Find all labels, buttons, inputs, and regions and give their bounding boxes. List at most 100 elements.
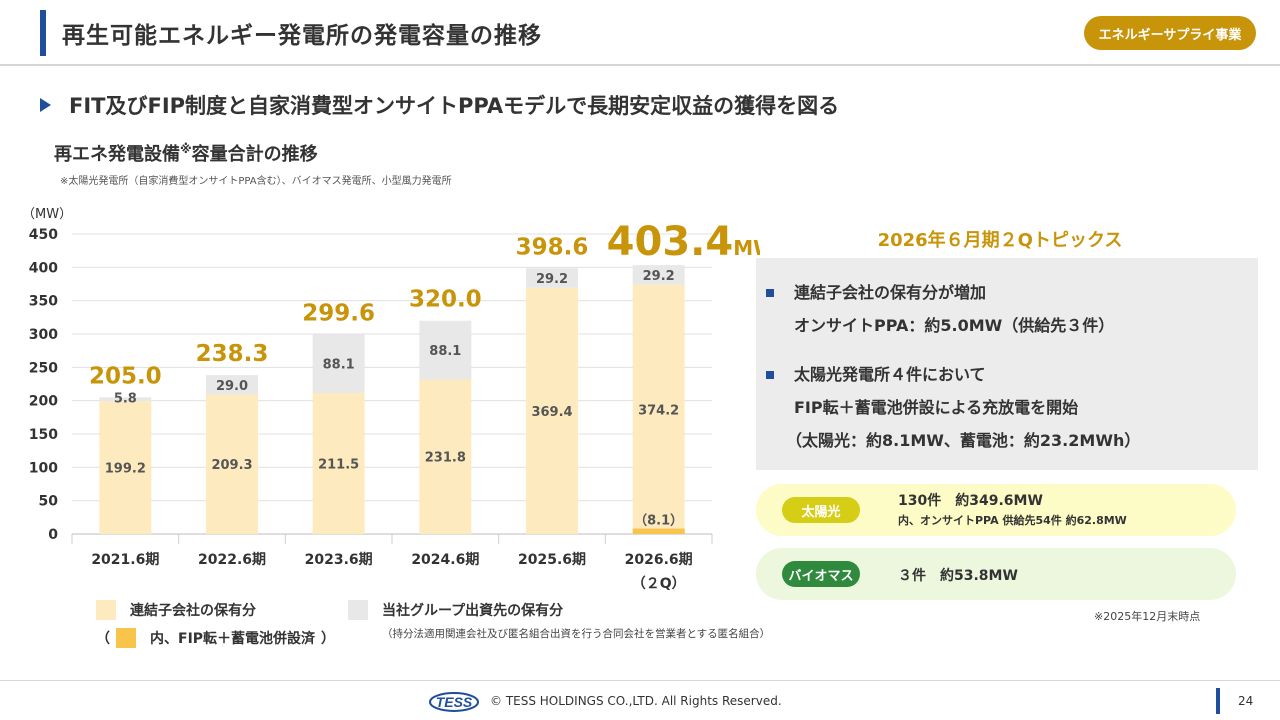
legend-paren-open: （ bbox=[96, 631, 110, 647]
value-label-consolidated: 369.4 bbox=[531, 405, 572, 420]
chart-title: 再エネ発電設備※容量合計の推移 bbox=[54, 140, 318, 166]
value-label-consolidated: 211.5 bbox=[318, 458, 359, 473]
chart-title-main: 再エネ発電設備 bbox=[54, 144, 180, 165]
bar-investee bbox=[632, 265, 685, 285]
total-value: 403.4 bbox=[607, 219, 734, 265]
logo-text: TESS bbox=[436, 694, 473, 710]
legend-paren-close: ） bbox=[321, 631, 336, 647]
bar-consolidated bbox=[312, 393, 365, 534]
y-tick-label: 200 bbox=[29, 394, 58, 410]
topic-2-line2: FIP転＋蓄電池併設による充放電を開始 bbox=[794, 398, 1079, 417]
value-label-consolidated: 199.2 bbox=[105, 462, 146, 477]
chart-title-sup: ※ bbox=[180, 142, 192, 156]
y-tick-label: 150 bbox=[29, 427, 58, 443]
square-bullet-icon bbox=[766, 289, 774, 297]
chart-note: ※太陽光発電所（自家消費型オンサイトPPA含む）、バイオマス発電所、小型風力発電… bbox=[60, 176, 452, 187]
legend-swatch-consolidated bbox=[96, 600, 116, 620]
value-label-investee: 29.2 bbox=[536, 272, 568, 287]
legend-label-consolidated: 連結子会社の保有分 bbox=[130, 603, 256, 619]
legend-investee-note: （持分法適用関連会社及び匿名組合出資を行う合同会社を営業者とする匿名組合） bbox=[382, 628, 771, 640]
bar-investee bbox=[526, 268, 578, 288]
bar-consolidated bbox=[419, 379, 472, 534]
triangle-bullet-icon bbox=[40, 98, 51, 112]
segment-badge: エネルギーサプライ事業 bbox=[1084, 16, 1256, 50]
total-label: 238.3 bbox=[196, 341, 269, 367]
bar-investee bbox=[419, 320, 472, 380]
y-tick-label: 250 bbox=[29, 360, 58, 376]
topics-box: 連結子会社の保有分が増加 オンサイトPPA：約5.0MW（供給先３件） 太陽光発… bbox=[756, 258, 1258, 470]
x-category-sublabel: （２Q） bbox=[632, 576, 686, 592]
x-category-label: 2021.6期 bbox=[91, 552, 159, 568]
legend-swatch-investee bbox=[348, 600, 368, 620]
solar-summary: 太陽光 130件 約349.6MW 内、オンサイトPPA 供給先54件 約62.… bbox=[756, 484, 1236, 536]
y-tick-label: 0 bbox=[48, 527, 58, 543]
value-label-investee: 88.1 bbox=[429, 344, 461, 359]
bar-investee bbox=[99, 397, 152, 402]
legend-label-investee: 当社グループ出資先の保有分 bbox=[382, 603, 564, 619]
total-label: 299.6 bbox=[302, 300, 375, 326]
solar-line1: 130件 約349.6MW bbox=[898, 493, 1043, 509]
value-label-investee: 88.1 bbox=[323, 358, 355, 373]
solar-tag: 太陽光 bbox=[782, 497, 860, 523]
topics-title: 2026年６月期２Qトピックス bbox=[877, 230, 1123, 251]
total-label: 320.0 bbox=[409, 287, 482, 313]
legend-item-fip: （ 内、FIP転＋蓄電池併設済 ） bbox=[96, 628, 335, 648]
bar-consolidated bbox=[99, 401, 152, 534]
x-category-label: 2025.6期 bbox=[518, 552, 586, 568]
value-label-investee: 5.8 bbox=[114, 391, 137, 406]
bar-fip-highlight bbox=[632, 528, 685, 534]
y-tick-label: 400 bbox=[29, 260, 58, 276]
subheading: FIT及びFIP制度と自家消費型オンサイトPPAモデルで長期安定収益の獲得を図る bbox=[40, 90, 839, 120]
topic-1-line2: オンサイトPPA：約5.0MW（供給先３件） bbox=[794, 316, 1115, 335]
footer-divider bbox=[0, 680, 1280, 681]
y-tick-label: 350 bbox=[29, 294, 58, 310]
value-label-consolidated: 231.8 bbox=[425, 451, 466, 466]
legend-item-consolidated: 連結子会社の保有分 bbox=[96, 600, 256, 620]
total-unit: MW bbox=[733, 236, 760, 260]
page-number: 24 bbox=[1238, 694, 1254, 708]
topic-2-line3: （太陽光：約8.1MW、蓄電池：約23.2MWh） bbox=[786, 431, 1141, 450]
title-accent-bar bbox=[40, 10, 46, 56]
biomass-summary: バイオマス ３件 約53.8MW bbox=[756, 548, 1236, 600]
chart-title-rest: 容量合計の推移 bbox=[191, 144, 318, 165]
x-category-label: 2024.6期 bbox=[411, 552, 479, 568]
topic-2-line1: 太陽光発電所４件において bbox=[794, 365, 986, 384]
copyright: © TESS HOLDINGS CO.,LTD. All Rights Rese… bbox=[490, 694, 782, 708]
bar-investee bbox=[312, 334, 365, 393]
solar-line2: 内、オンサイトPPA 供給先54件 約62.8MW bbox=[898, 514, 1127, 527]
legend-label-fip: 内、FIP転＋蓄電池併設済 bbox=[150, 631, 316, 647]
bar-consolidated bbox=[632, 284, 685, 534]
legend-swatch-fip bbox=[116, 628, 136, 648]
y-tick-label: 450 bbox=[29, 227, 58, 243]
value-label-consolidated: 374.2 bbox=[638, 403, 679, 418]
topic-1-line1: 連結子会社の保有分が増加 bbox=[794, 283, 987, 302]
topic-item-1: 連結子会社の保有分が増加 オンサイトPPA：約5.0MW（供給先３件） bbox=[766, 276, 1115, 342]
y-axis-unit-label: （MW） bbox=[22, 207, 72, 222]
page-number-accent bbox=[1216, 688, 1220, 714]
square-bullet-icon bbox=[766, 371, 774, 379]
capacity-bar-chart: （MW） 0 50 100 150 200 250 300 350 400 450 199.2 5.8 2… bbox=[22, 207, 760, 592]
value-label-investee: 29.2 bbox=[643, 269, 675, 284]
legend-item-investee: 当社グループ出資先の保有分 bbox=[348, 600, 563, 620]
x-category-label: 2026.6期 bbox=[625, 552, 693, 568]
biomass-line1: ３件 約53.8MW bbox=[898, 568, 1018, 584]
subheading-text: FIT及びFIP制度と自家消費型オンサイトPPAモデルで長期安定収益の獲得を図る bbox=[69, 94, 840, 118]
y-tick-label: 100 bbox=[29, 460, 58, 476]
total-label: 205.0 bbox=[89, 363, 162, 389]
total-label: 398.6 bbox=[516, 234, 589, 260]
biomass-tag: バイオマス bbox=[782, 561, 860, 587]
tess-logo: TESS bbox=[429, 692, 479, 712]
bar-investee bbox=[206, 375, 258, 395]
header-divider bbox=[0, 64, 1280, 66]
x-category-label: 2022.6期 bbox=[198, 552, 266, 568]
topic-item-2: 太陽光発電所４件において FIP転＋蓄電池併設による充放電を開始 （太陽光：約8… bbox=[766, 358, 1140, 457]
total-label-highlight: 403.4MW bbox=[607, 219, 760, 265]
y-tick-label: 300 bbox=[29, 327, 58, 343]
value-label-investee: 29.0 bbox=[216, 379, 248, 394]
value-label-consolidated: 209.3 bbox=[211, 458, 252, 473]
bar-consolidated bbox=[206, 394, 258, 534]
value-label-fip: （8.1） bbox=[634, 513, 683, 529]
as-of-note: ※2025年12月末時点 bbox=[1094, 610, 1201, 623]
x-category-label: 2023.6期 bbox=[305, 552, 373, 568]
page-title: 再生可能エネルギー発電所の発電容量の推移 bbox=[62, 23, 542, 49]
